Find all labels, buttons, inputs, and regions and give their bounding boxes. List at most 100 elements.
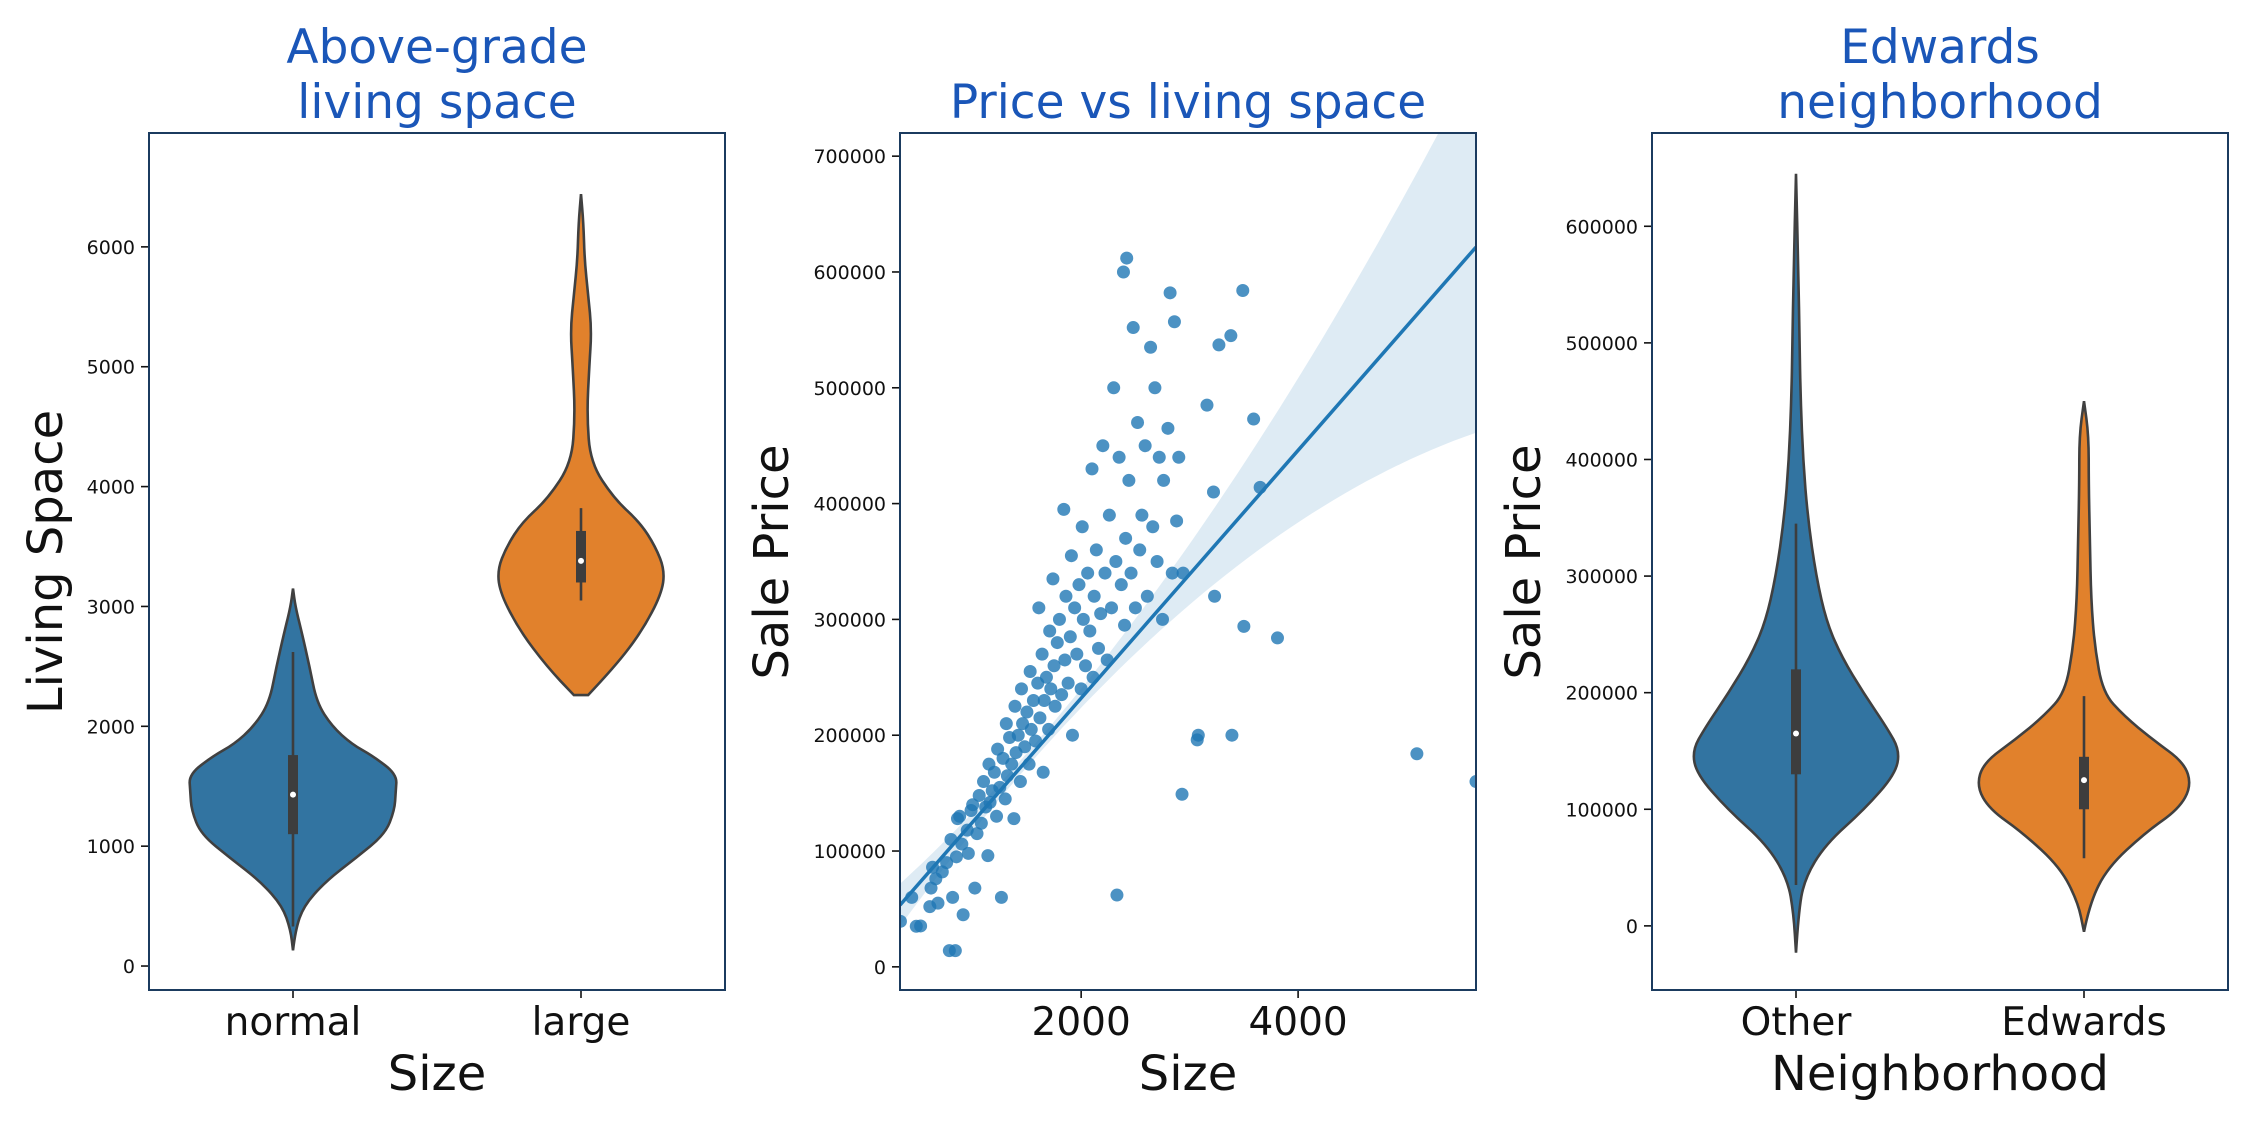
panel1-point xyxy=(1208,589,1222,603)
panel1-point xyxy=(1057,502,1071,516)
panel0-y-tick-label: 2000 xyxy=(87,716,135,738)
panel1-point xyxy=(1109,555,1123,568)
panel1-point xyxy=(994,890,1008,904)
panel1-point xyxy=(1052,612,1066,626)
panel1-point xyxy=(1032,601,1046,615)
panel2-frame xyxy=(899,132,1477,991)
panel1-point xyxy=(1118,618,1132,632)
panel1-point xyxy=(999,717,1013,731)
panel1-point xyxy=(1085,462,1099,476)
panel1-point xyxy=(1410,747,1424,761)
panel1-title-line2: living space xyxy=(297,75,576,130)
panel1-point xyxy=(1200,398,1214,412)
panel2-x-axis-label: Size xyxy=(1139,1046,1238,1102)
panel0-x-tick-label: large xyxy=(532,1000,631,1045)
panel1-point xyxy=(1076,612,1090,626)
panel1-point xyxy=(1140,589,1154,603)
panel1-point xyxy=(1058,653,1072,667)
panel1-point xyxy=(1224,329,1238,343)
panel1-y-tick-label: 700000 xyxy=(813,146,886,168)
panel2-y-tick-label: 600000 xyxy=(1565,216,1638,238)
panel0-median-normal xyxy=(290,791,296,798)
panel1-y-tick-label: 200000 xyxy=(813,725,886,747)
panel1-point xyxy=(1047,659,1061,673)
panel2-median-other xyxy=(1793,730,1799,737)
panel1-point xyxy=(998,792,1012,806)
panel1-point xyxy=(1089,543,1103,557)
panel1-point xyxy=(1172,450,1186,464)
panel1-point xyxy=(1098,566,1112,580)
panel1-point xyxy=(1018,740,1032,754)
panel1-point xyxy=(956,908,970,922)
panel1-point xyxy=(1039,670,1053,684)
panel1-point xyxy=(1102,508,1116,522)
panel1-point xyxy=(1128,601,1142,615)
panel0-x-tick-label: normal xyxy=(225,1000,362,1045)
panel1-point xyxy=(1107,381,1121,395)
panel0-y-tick-label: 6000 xyxy=(87,237,135,259)
panel1-point xyxy=(1146,520,1160,534)
panel1-point xyxy=(1126,321,1140,335)
panel0-y-tick-label: 3000 xyxy=(87,596,135,618)
panel2-title: Price vs living space xyxy=(950,75,1426,130)
panel1-point xyxy=(1044,682,1058,696)
panel0-y-tick-label: 1000 xyxy=(87,836,135,858)
panel1-point xyxy=(1105,601,1119,615)
panel1-point xyxy=(1175,787,1189,801)
panel1-point xyxy=(1011,728,1025,742)
panel1-point xyxy=(1122,473,1136,487)
panel1-point xyxy=(1083,624,1097,638)
panel-edwards: Edwards neighborhood Other Edwards 0 100000… xyxy=(1496,20,2229,1102)
panel2-y-axis-label: Sale Price xyxy=(744,444,800,679)
panel1-point xyxy=(1024,722,1038,736)
panel1-point xyxy=(1163,286,1177,300)
panel1-y-axis-label: Living Space xyxy=(18,410,74,714)
panel1-point xyxy=(1087,589,1101,603)
panel0-y-tick-label: 0 xyxy=(123,956,135,978)
panel1-point xyxy=(1078,659,1092,673)
panel1-point xyxy=(1094,607,1108,621)
panel1-frame xyxy=(148,132,726,991)
panel2-median-edwards xyxy=(2081,777,2087,784)
panel1-confidence-band xyxy=(900,133,1476,927)
panel2-x-tick-label: Edwards xyxy=(2001,1000,2167,1045)
panel1-marks xyxy=(900,133,1476,958)
panel1-point xyxy=(1023,665,1037,679)
panel1-point xyxy=(987,765,1001,779)
panel1-point xyxy=(1065,728,1079,742)
panel3-title-line2: neighborhood xyxy=(1777,75,2103,130)
panel1-point xyxy=(1050,636,1064,650)
panel3-title-line1: Edwards xyxy=(1840,20,2040,75)
panel0-y-tick-label: 5000 xyxy=(87,357,135,379)
panel2-y-tick-label: 300000 xyxy=(1565,566,1638,588)
panel3-frame xyxy=(1651,132,2229,991)
panel1-point xyxy=(1124,566,1138,580)
panel1-point xyxy=(1055,688,1069,702)
panel1-point xyxy=(949,850,963,864)
panel2-iqr-box-other xyxy=(1791,669,1801,775)
panel0-iqr-box-large xyxy=(576,530,586,583)
panel1-point xyxy=(1061,676,1075,690)
panel1-point xyxy=(1225,728,1239,742)
panel1-point xyxy=(1075,520,1089,534)
panel1-point xyxy=(1131,416,1145,430)
panel1-point xyxy=(1170,514,1184,528)
panel1-point xyxy=(977,775,991,789)
panel1-y-tick-label: 100000 xyxy=(813,841,886,863)
panel1-point xyxy=(993,780,1007,794)
panel2-y-tick-label: 200000 xyxy=(1565,683,1638,705)
panel1-point xyxy=(1469,775,1476,789)
panel1-point xyxy=(1064,549,1078,563)
panel1-point xyxy=(972,788,986,802)
panel1-y-tick-label: 600000 xyxy=(813,262,886,284)
panel1-point xyxy=(1156,612,1170,626)
panel1-point xyxy=(1120,251,1134,265)
panel1-point xyxy=(1161,421,1175,435)
panel1-point xyxy=(1048,699,1062,713)
panel1-point xyxy=(970,827,984,841)
panel1-point xyxy=(1152,450,1166,464)
panel1-regression-line xyxy=(900,245,1476,907)
panel1-point xyxy=(1036,765,1050,779)
panel1-point xyxy=(1110,888,1124,902)
panel1-point xyxy=(1247,412,1261,426)
